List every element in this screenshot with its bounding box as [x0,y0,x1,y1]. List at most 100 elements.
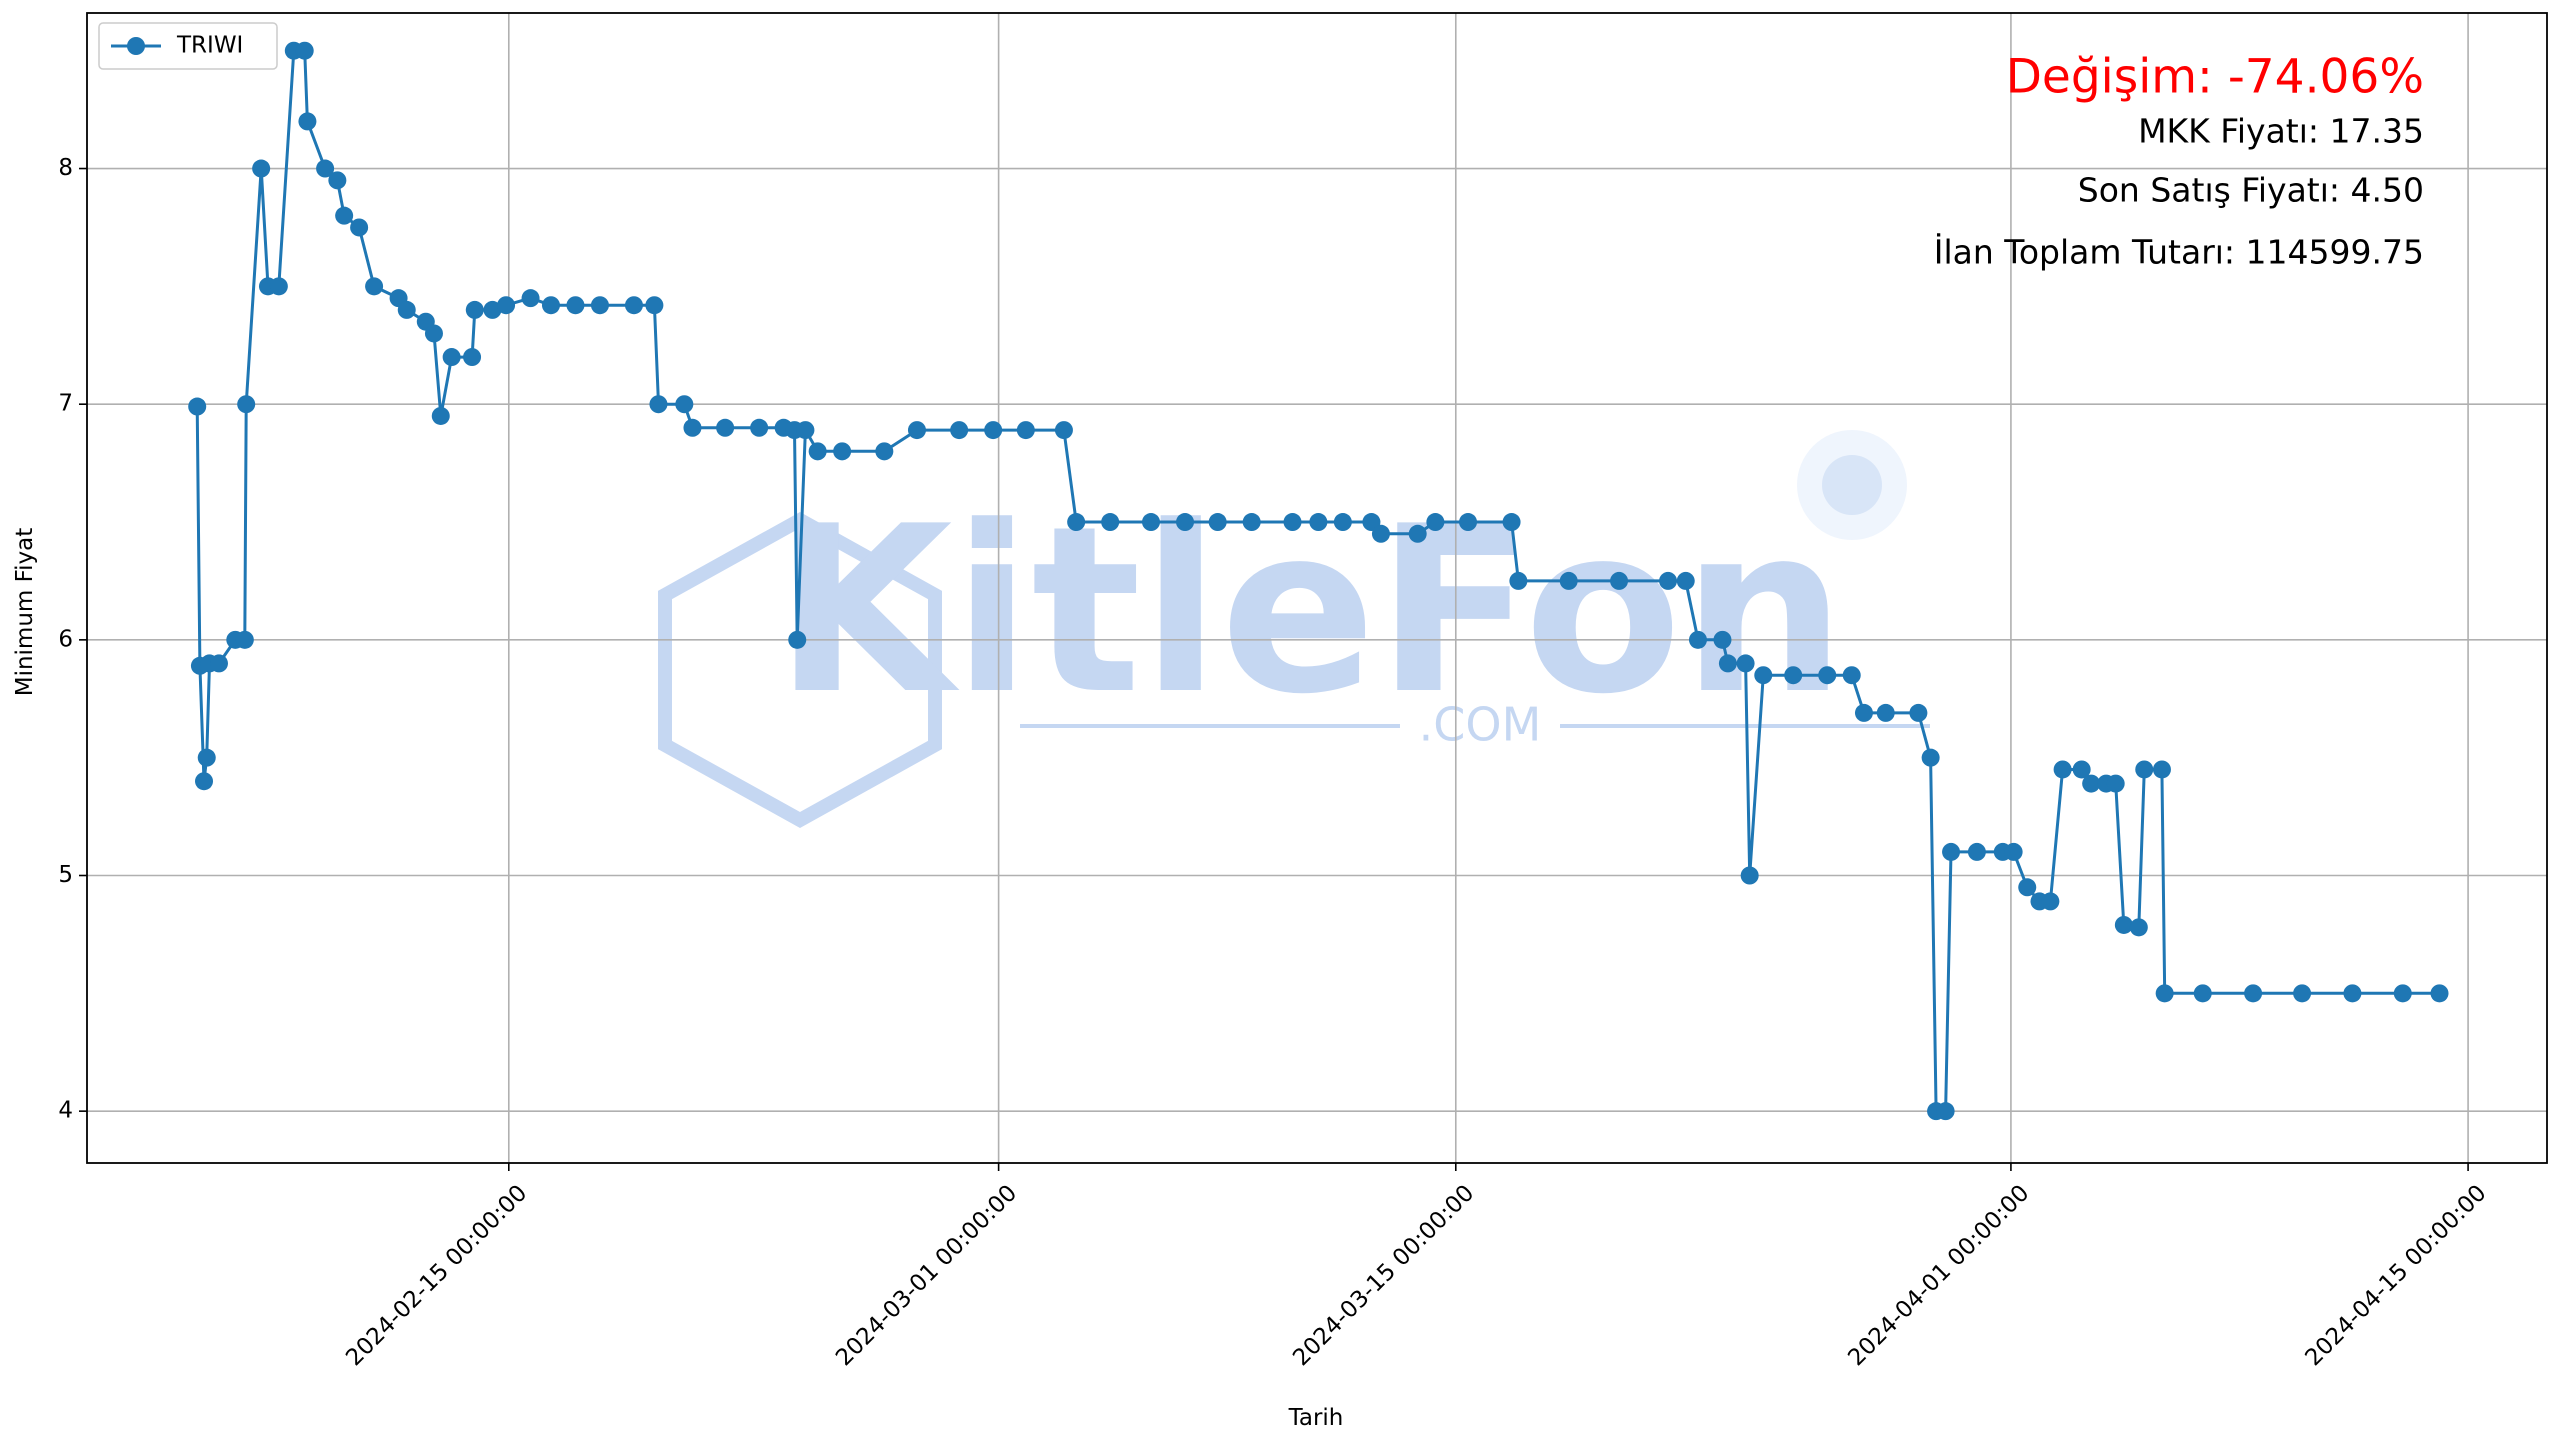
point [788,631,806,649]
point [1784,666,1802,684]
point [1509,572,1527,590]
point [252,160,270,178]
watermark-text: KitleFon [774,478,1845,745]
point [1937,1102,1955,1120]
point [2293,984,2311,1002]
point [398,301,416,319]
point [1284,513,1302,531]
point [2135,760,2153,778]
point [1877,704,1895,722]
point [1689,631,1707,649]
point [1176,513,1194,531]
y-tick-label: 7 [58,391,73,417]
point [591,296,609,314]
point [542,296,560,314]
y-tick-label: 6 [58,626,73,652]
chart: KitleFon .COM Tarih Minimum Fiyat 456782… [0,0,2574,1439]
point [1142,513,1160,531]
point [2130,918,2148,936]
point [566,296,584,314]
point [432,407,450,425]
point [1309,513,1327,531]
point [683,419,701,437]
legend-label: TRIWI [176,33,243,59]
point [645,296,663,314]
point [1968,843,1986,861]
point [2153,760,2171,778]
legend-marker [127,37,145,55]
x-tick-label: 2024-02-15 00:00:00 [341,1180,532,1371]
point [1909,704,1927,722]
annotation: Son Satış Fiyatı: 4.50 [2078,171,2424,210]
point [1754,666,1772,684]
point [1942,843,1960,861]
point [365,277,383,295]
point [984,421,1002,439]
point [1426,513,1444,531]
point [2194,984,2212,1002]
point [425,324,443,342]
point [296,42,314,60]
point [833,442,851,460]
point [1719,654,1737,672]
watermark-text: .COM [1419,698,1542,752]
point [2005,843,2023,861]
point [908,421,926,439]
legend: TRIWI [99,23,277,69]
point [443,348,461,366]
point [1503,513,1521,531]
y-axis-label: Minimum Fiyat [12,528,38,697]
point [1610,572,1628,590]
point [298,112,316,130]
x-axis-label: Tarih [1288,1405,1344,1431]
point [2018,878,2036,896]
point [1101,513,1119,531]
point [270,277,288,295]
point [2107,775,2125,793]
point [2041,892,2059,910]
point [463,348,481,366]
point [2156,984,2174,1002]
point [198,749,216,767]
point [1855,704,1873,722]
point [675,395,693,413]
annotation: İlan Toplam Tutarı: 114599.75 [1934,233,2424,272]
point [188,398,206,416]
point [1243,513,1261,531]
point [809,442,827,460]
point [649,395,667,413]
point [210,654,228,672]
point [1843,666,1861,684]
point [466,301,484,319]
point [1560,572,1578,590]
point [1677,572,1695,590]
point [2394,984,2412,1002]
point [1372,525,1390,543]
point [1737,654,1755,672]
point [195,772,213,790]
point [1067,513,1085,531]
point [1409,525,1427,543]
point [350,218,368,236]
y-tick-label: 8 [58,155,73,181]
watermark: KitleFon .COM [665,430,1930,820]
point [497,296,515,314]
point [328,171,346,189]
point [875,442,893,460]
point [1055,421,1073,439]
point [2054,760,2072,778]
point [625,296,643,314]
y-tick-label: 5 [58,862,73,888]
point [950,421,968,439]
point [522,289,540,307]
point [1334,513,1352,531]
point [796,421,814,439]
point [2343,984,2361,1002]
point [236,631,254,649]
point [1922,749,1940,767]
point [1209,513,1227,531]
point [1818,666,1836,684]
annotation: MKK Fiyatı: 17.35 [2138,112,2424,151]
point [1713,631,1731,649]
point [1459,513,1477,531]
